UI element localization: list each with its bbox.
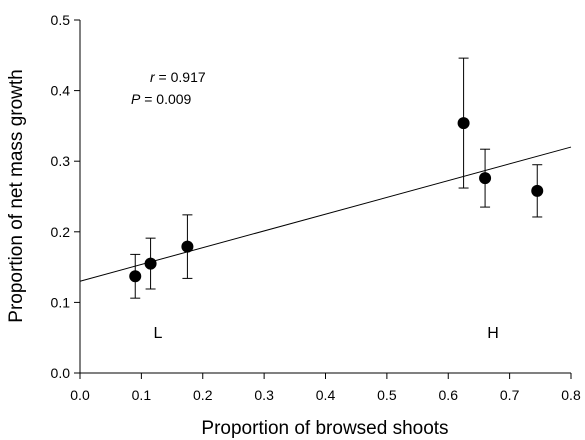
point (531, 184, 544, 197)
y-tick-label: 0.2 (51, 224, 71, 240)
y-tick-label: 0.4 (51, 83, 71, 99)
y-axis-label: Proportion of net mass growth (6, 69, 27, 322)
point (479, 172, 492, 185)
x-tick-label: 0.8 (561, 387, 581, 403)
x-tick-label: 0.7 (500, 387, 520, 403)
stat-value: = 0.917 (155, 69, 206, 85)
y-tick-label: 0.5 (51, 12, 71, 28)
x-tick-label: 0.4 (316, 387, 336, 403)
point (144, 257, 157, 270)
fit-line (79, 146, 572, 282)
stat-p: P = 0.009 (131, 91, 192, 107)
stat-symbol: P (131, 91, 141, 107)
x-tick-label: 0.6 (439, 387, 459, 403)
x-tick-label: 0.5 (377, 387, 397, 403)
stat-symbol: r (150, 69, 156, 85)
point (181, 240, 194, 253)
y-tick-label: 0.3 (51, 153, 71, 169)
point (457, 117, 470, 130)
x-axis-label: Proportion of browsed shoots (201, 418, 448, 439)
group-label: H (487, 325, 499, 342)
y-tick-label: 0.0 (51, 365, 71, 381)
stat-value: = 0.009 (140, 91, 191, 107)
group-label: L (154, 325, 163, 342)
x-tick-label: 0.1 (132, 387, 152, 403)
x-tick-label: 0.2 (193, 387, 213, 403)
x-tick-label: 0.3 (254, 387, 274, 403)
stat-r: r = 0.917 (150, 69, 206, 85)
x-tick-label: 0.0 (70, 387, 90, 403)
point (129, 270, 142, 283)
y-tick-label: 0.1 (51, 294, 71, 310)
